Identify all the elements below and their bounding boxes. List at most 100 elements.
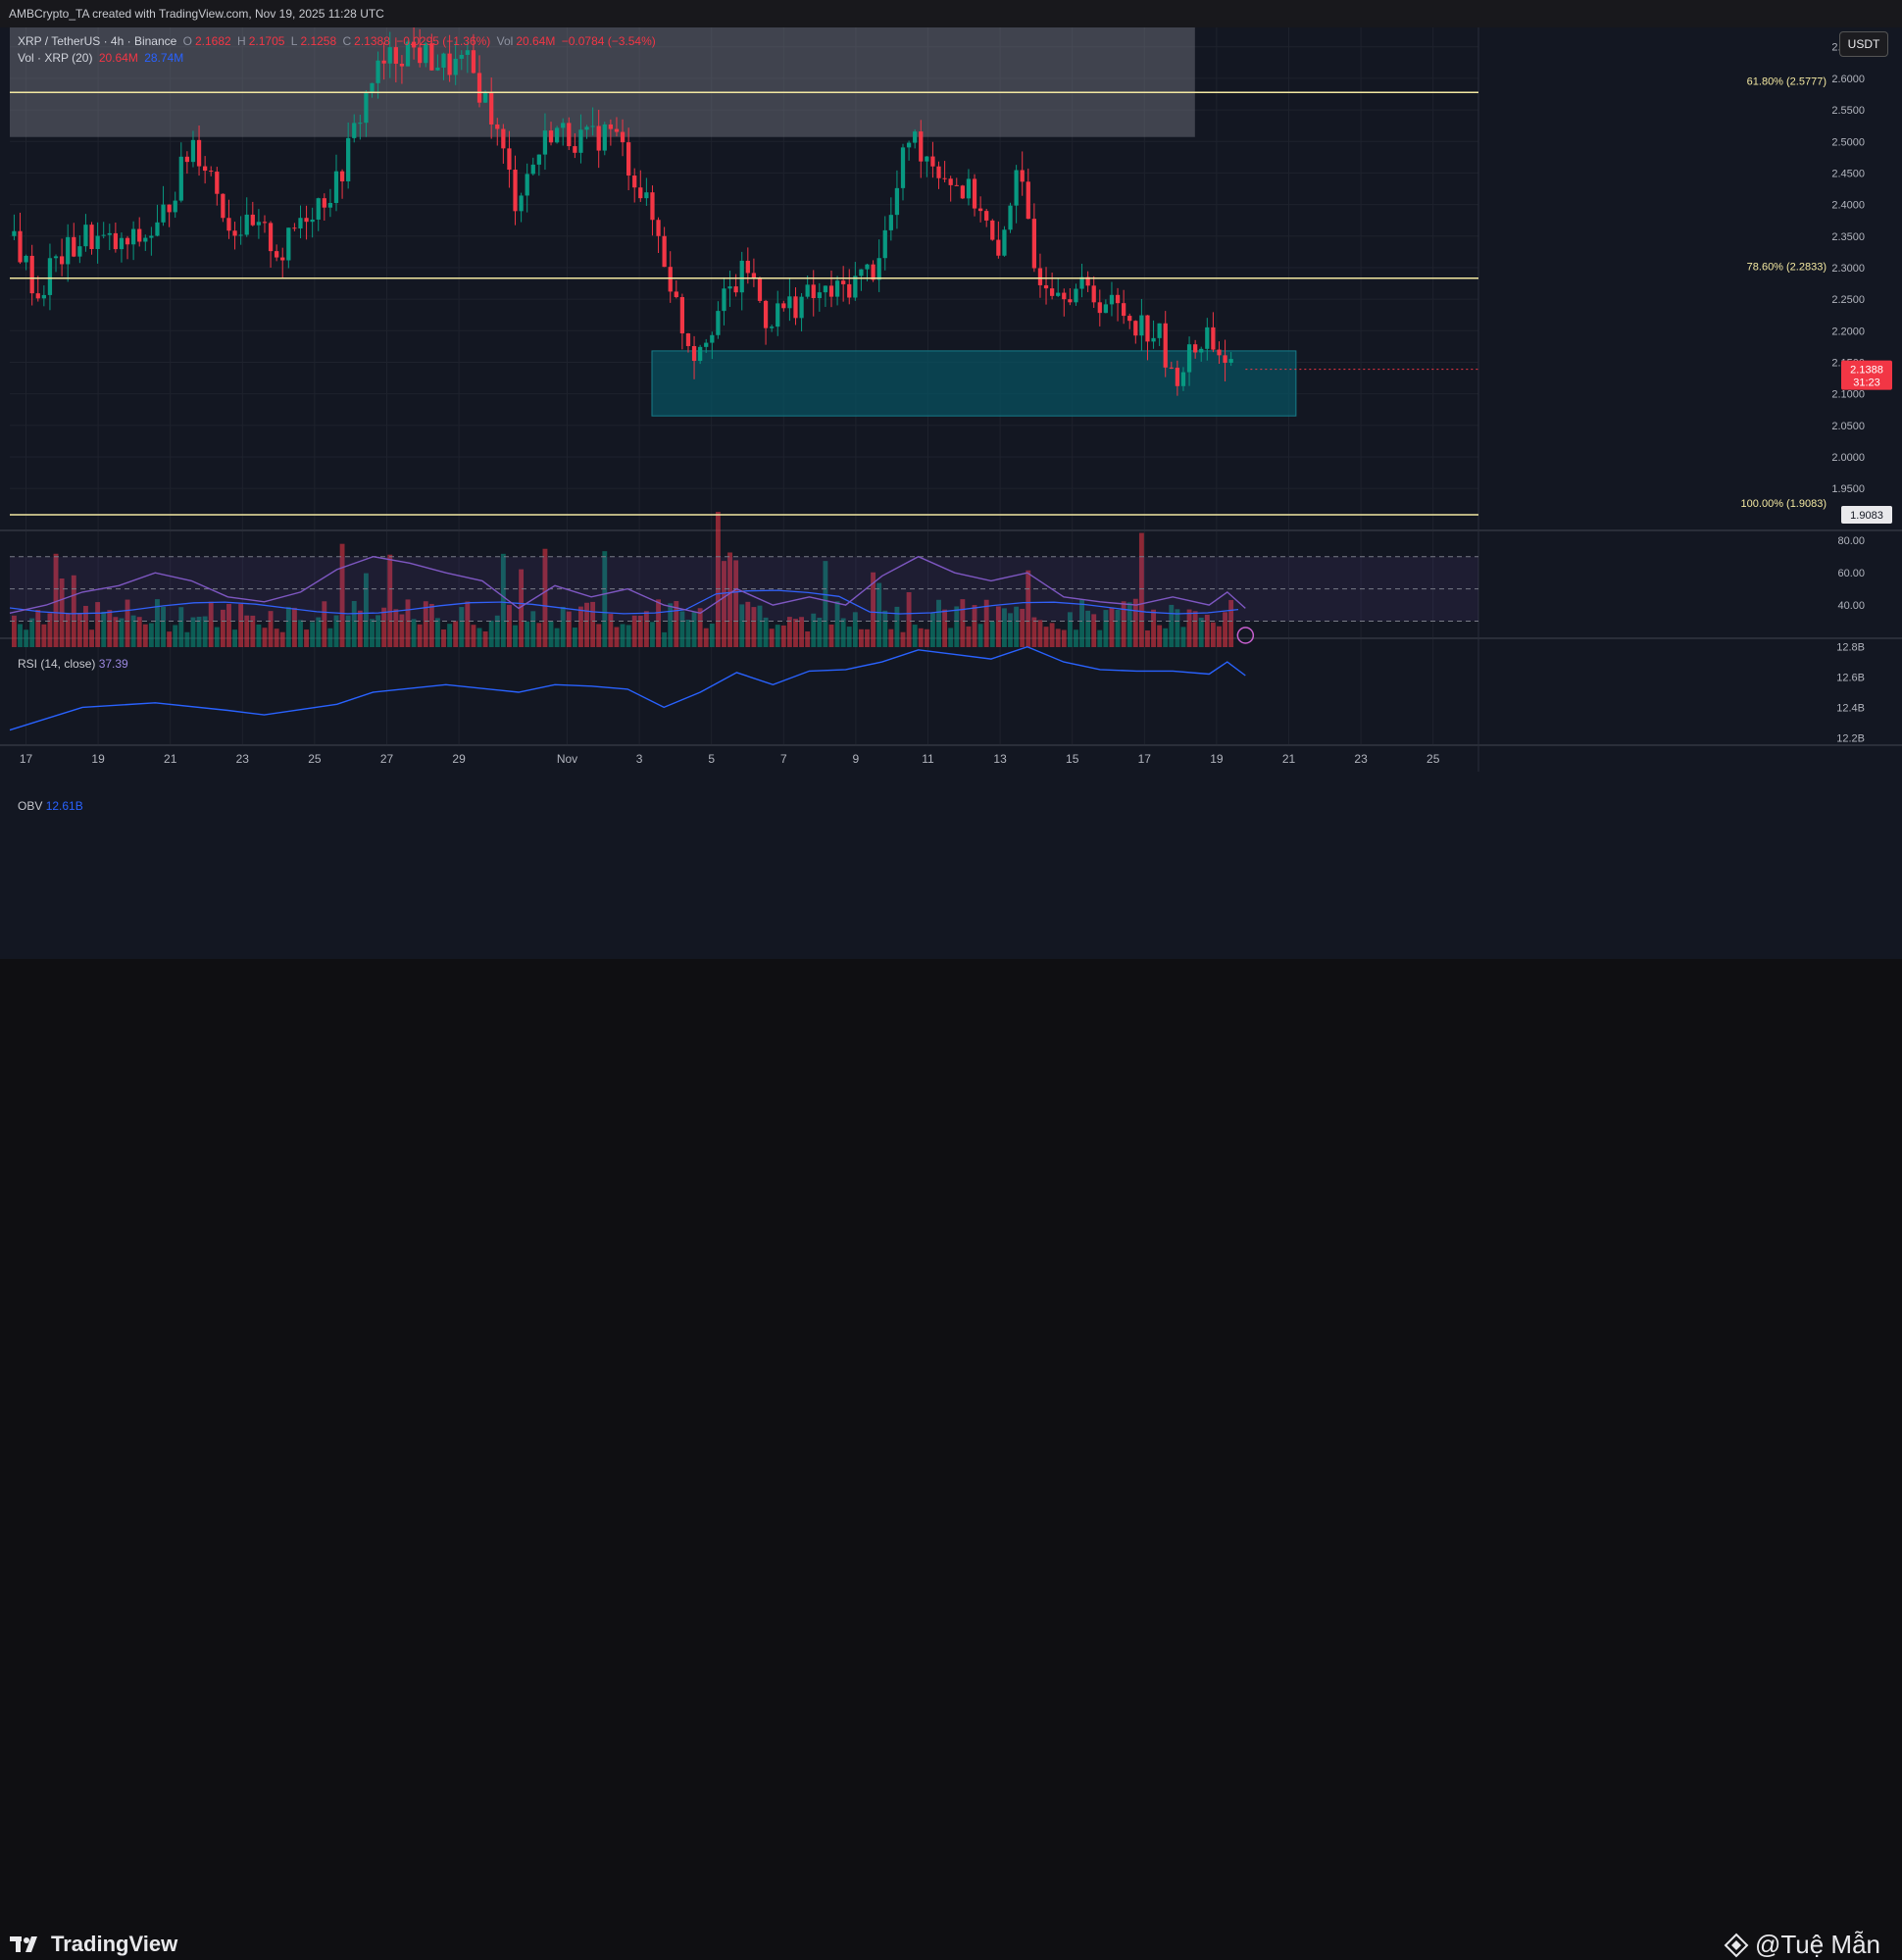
volume-bar — [548, 621, 554, 647]
volume-bar — [757, 605, 763, 647]
time-tick-label: 17 — [1138, 752, 1152, 766]
candle-body — [143, 237, 148, 242]
volume-bar — [244, 615, 250, 647]
candle-body — [960, 185, 965, 199]
candle-body — [662, 235, 667, 268]
volume-bar — [18, 624, 23, 647]
volume-bar — [1037, 620, 1043, 647]
volume-bar — [929, 613, 935, 647]
symbol-label[interactable]: XRP / TetherUS · 4h · Binance — [18, 34, 177, 48]
volume-bar — [428, 603, 434, 647]
volume-bar — [525, 621, 530, 647]
volume-bar — [1192, 611, 1198, 647]
volume-bar — [1228, 599, 1234, 647]
candle-body — [1056, 292, 1061, 296]
volume-bar — [322, 601, 327, 647]
obv-tick-label: 12.6B — [1836, 673, 1865, 684]
candle-body — [561, 123, 566, 128]
time-tick-label: 9 — [853, 752, 860, 766]
volume-bar — [626, 625, 631, 647]
currency-button[interactable]: USDT — [1839, 31, 1888, 57]
rsi-label[interactable]: RSI (14, close) 37.39 — [18, 657, 128, 671]
candle-body — [196, 139, 202, 167]
volume-bar — [1109, 608, 1115, 647]
volume-bar — [232, 629, 237, 647]
volume-bar — [107, 610, 113, 647]
volume-bar — [101, 611, 107, 647]
fib-label: 78.60% (2.2833) — [1747, 262, 1827, 274]
candle-body — [704, 342, 709, 347]
obv-label[interactable]: OBV 12.61B — [18, 799, 83, 813]
volume-bar — [447, 624, 453, 647]
candle-body — [751, 273, 757, 278]
volume-bar — [370, 619, 375, 647]
candle-body — [232, 230, 237, 236]
volume-bar — [113, 617, 119, 647]
candle-body — [644, 192, 649, 199]
volume-bar — [650, 622, 655, 647]
candle-body — [871, 264, 876, 280]
candle-body — [876, 258, 881, 280]
volume-bar — [786, 617, 792, 647]
candle-body — [155, 222, 160, 236]
fib-label: 100.00% (1.9083) — [1741, 498, 1827, 510]
price-tick-label: 2.2500 — [1831, 294, 1865, 306]
volume-bar — [274, 628, 279, 647]
volume-bar — [775, 625, 780, 647]
candle-body — [184, 156, 190, 163]
volume-bar — [769, 628, 775, 647]
volume-indicator-label[interactable]: Vol · XRP (20) — [18, 51, 93, 65]
candle-body — [1062, 292, 1067, 300]
high-value: 2.1705 — [248, 34, 285, 48]
tradingview-logo[interactable]: TradingView — [10, 1932, 177, 1957]
volume-bar — [960, 599, 966, 647]
volume-bar — [590, 601, 596, 647]
candle-body — [262, 222, 268, 224]
candle-body — [620, 131, 626, 143]
price-tick-label: 2.4500 — [1831, 168, 1865, 179]
candle-body — [1151, 337, 1156, 342]
volume-bar — [173, 625, 178, 647]
time-tick-label: 19 — [91, 752, 105, 766]
candle-body — [602, 124, 607, 151]
volume-bar — [65, 613, 71, 647]
volume-bar — [1138, 532, 1144, 647]
candle-body — [948, 178, 953, 185]
volume-bar — [220, 609, 225, 647]
volume-bar — [1223, 612, 1227, 647]
price-tick-label: 2.3000 — [1831, 263, 1865, 275]
candle-body — [286, 227, 291, 261]
volume-bar — [656, 599, 661, 647]
candle-body — [1037, 268, 1043, 285]
volume-bar — [513, 625, 518, 647]
volume-bar — [811, 613, 817, 647]
candle-body — [632, 176, 637, 188]
low-value: 2.1258 — [300, 34, 337, 48]
candle-body — [859, 269, 864, 276]
volume-bar — [351, 600, 357, 647]
volume-bar — [142, 624, 148, 647]
candle-body — [226, 218, 231, 231]
price-tick-label: 2.2000 — [1831, 326, 1865, 337]
time-tick-label: 25 — [308, 752, 322, 766]
candle-body — [733, 286, 738, 293]
candle-body — [327, 203, 333, 208]
volume-bar — [89, 629, 94, 647]
chart-canvas[interactable]: 2.65002.60002.55002.50002.45002.40002.35… — [0, 0, 1902, 1015]
candle-body — [238, 234, 243, 236]
candle-body — [411, 41, 417, 48]
price-tick-label: 2.3500 — [1831, 231, 1865, 243]
candle-body — [691, 345, 697, 362]
volume-bar — [1085, 610, 1091, 647]
candle-body — [942, 177, 947, 179]
candle-body — [1199, 348, 1204, 353]
volume-change: −0.0784 (−3.54%) — [561, 34, 656, 48]
volume-bar — [1180, 627, 1186, 647]
candle-body — [418, 47, 423, 64]
volume-bar — [1055, 628, 1061, 647]
volume-bar — [715, 512, 721, 647]
rsi-tick-label: 80.00 — [1837, 535, 1865, 547]
candle-body — [89, 225, 94, 249]
volume-bar — [882, 610, 888, 647]
candle-body — [757, 277, 763, 301]
